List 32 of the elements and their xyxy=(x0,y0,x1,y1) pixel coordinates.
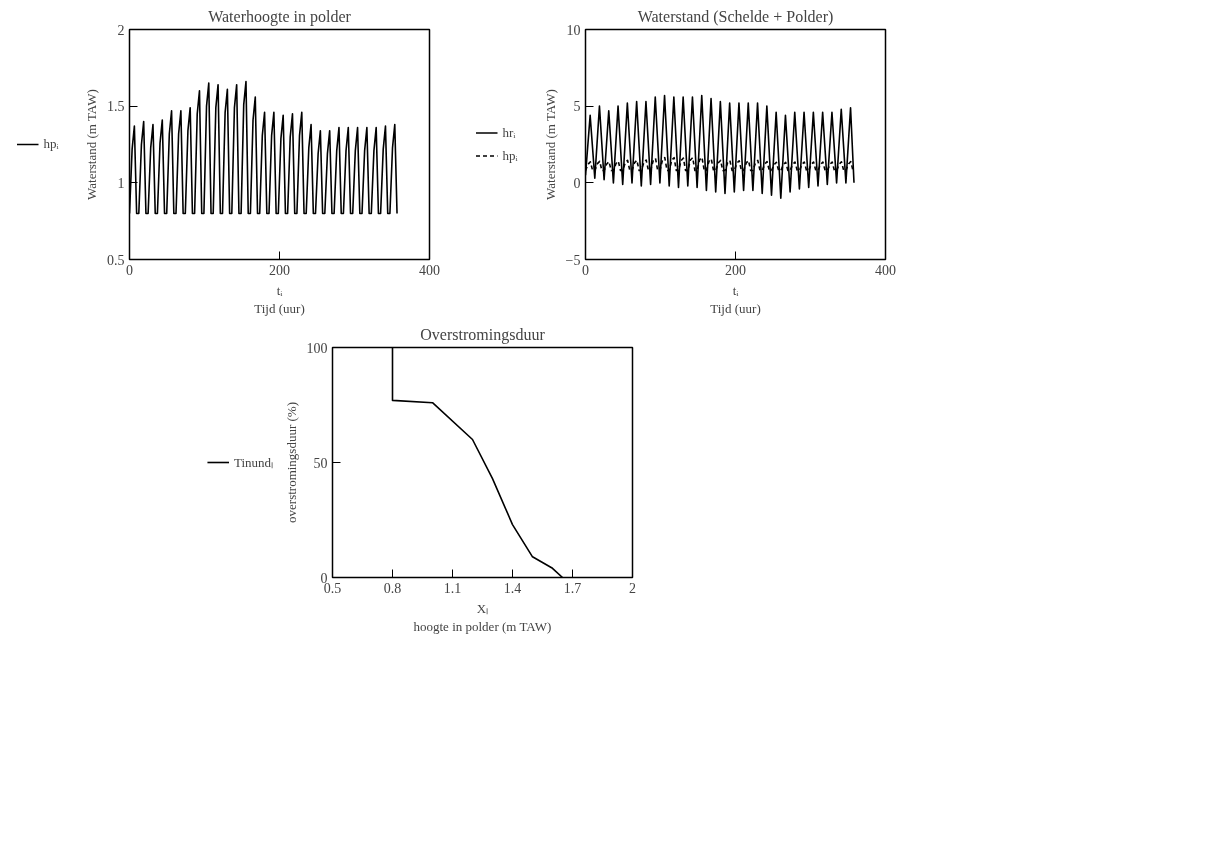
x-tick-label: 200 xyxy=(725,262,746,278)
x-axis-title: tᵢ Tijd (uur) xyxy=(254,282,305,316)
legend-label: hrᵢ xyxy=(502,124,517,141)
x-tick-label: 1.7 xyxy=(563,580,582,596)
y-tick-label: 1 xyxy=(117,175,125,191)
x-tick-label: 400 xyxy=(419,262,440,278)
y-tick-label: 1.5 xyxy=(107,99,125,115)
y-axis-title: overstromingsduur (%) xyxy=(283,402,299,523)
legend-label: hpᵢ xyxy=(43,136,60,152)
y-axis-title: Waterstand (m TAW) xyxy=(542,89,558,200)
y-tick-label: 0.5 xyxy=(107,252,125,268)
legend-label: hpᵢ xyxy=(502,147,519,164)
chart-title: Waterstand (Schelde + Polder) xyxy=(637,7,834,26)
x-tick-label: 2 xyxy=(629,580,636,596)
legend-label: Tinundₗ xyxy=(233,454,274,471)
x-axis-title: Xₗ hoogte in polder (m TAW) xyxy=(413,600,552,634)
x-tick-label: 1.4 xyxy=(503,580,522,596)
y-tick-label: 0 xyxy=(573,175,581,191)
chart-title: Waterhoogte in polder xyxy=(208,7,352,26)
x-axis-title: tᵢ Tijd (uur) xyxy=(710,282,761,316)
y-axis-title: Waterstand (m TAW) xyxy=(84,89,99,200)
y-tick-label: 10 xyxy=(566,22,581,38)
x-tick-label: 1.1 xyxy=(443,580,462,596)
y-tick-label: 2 xyxy=(117,22,125,38)
y-tick-label: −5 xyxy=(565,252,581,268)
x-tick-label: 200 xyxy=(269,262,290,278)
y-tick-label: 5 xyxy=(573,99,581,115)
x-tick-label: 400 xyxy=(875,262,896,278)
chart-title: Overstromingsduur xyxy=(420,325,546,344)
y-tick-label: 100 xyxy=(306,340,328,356)
y-tick-label: 50 xyxy=(313,455,328,471)
x-tick-label: 0.8 xyxy=(383,580,402,596)
